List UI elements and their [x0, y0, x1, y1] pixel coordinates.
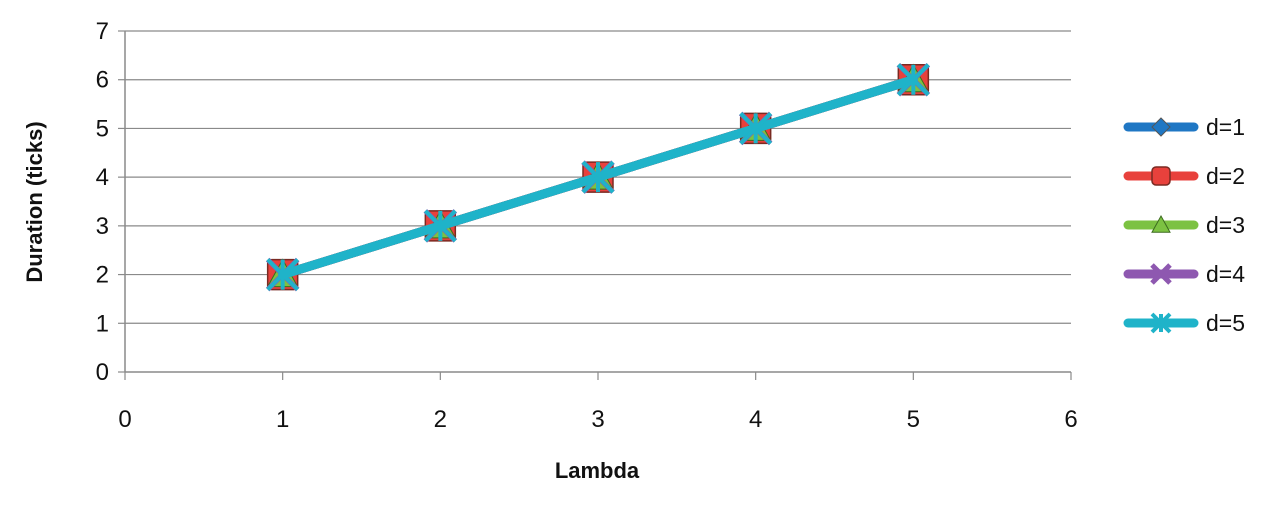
x-tick-label: 5 [907, 406, 920, 433]
data-point [739, 112, 773, 145]
axes [118, 30, 1072, 380]
y-tick-labels: 0 1 2 3 4 5 6 7 [96, 18, 109, 386]
x-tick-label: 2 [434, 406, 447, 433]
x-tick-label: 4 [749, 406, 762, 433]
data-point [581, 160, 615, 194]
legend-item: d=5 [1123, 310, 1245, 336]
y-tick-label: 6 [96, 67, 109, 94]
legend-item: d=4 [1123, 261, 1245, 287]
legend-item: d=3 [1123, 212, 1245, 238]
y-tick-label: 1 [96, 310, 109, 337]
y-axis-title: Duration (ticks) [22, 121, 47, 282]
legend-marker [1151, 117, 1171, 137]
legend-marker [1151, 166, 1171, 186]
legend-marker [1150, 312, 1172, 334]
y-tick-label: 7 [96, 18, 109, 45]
legend-label: d=5 [1206, 310, 1245, 336]
legend-label: d=1 [1206, 114, 1245, 140]
data-point [896, 63, 930, 97]
y-tick-label: 0 [96, 359, 109, 386]
x-tick-label: 6 [1064, 406, 1077, 433]
data-point [266, 258, 300, 291]
legend: d=1 d=2 d=3 d=4 d=5 [1123, 114, 1245, 336]
legend-marker [1151, 214, 1171, 233]
x-tick-labels: 0 1 2 3 4 5 6 [118, 406, 1077, 433]
x-tick-label: 3 [591, 406, 604, 433]
data-point [423, 209, 457, 243]
y-tick-label: 5 [96, 115, 109, 142]
x-axis-title: Lambda [555, 458, 640, 483]
legend-label: d=3 [1206, 212, 1245, 238]
y-tick-label: 3 [96, 213, 109, 240]
legend-label: d=4 [1206, 261, 1245, 287]
series-group [265, 62, 931, 292]
legend-item: d=2 [1123, 163, 1245, 189]
legend-item: d=1 [1123, 114, 1245, 140]
y-tick-label: 2 [96, 262, 109, 289]
legend-marker [1150, 263, 1172, 285]
x-tick-label: 1 [276, 406, 289, 433]
y-tick-label: 4 [96, 164, 109, 191]
x-tick-label: 0 [118, 406, 131, 433]
legend-label: d=2 [1206, 163, 1245, 189]
